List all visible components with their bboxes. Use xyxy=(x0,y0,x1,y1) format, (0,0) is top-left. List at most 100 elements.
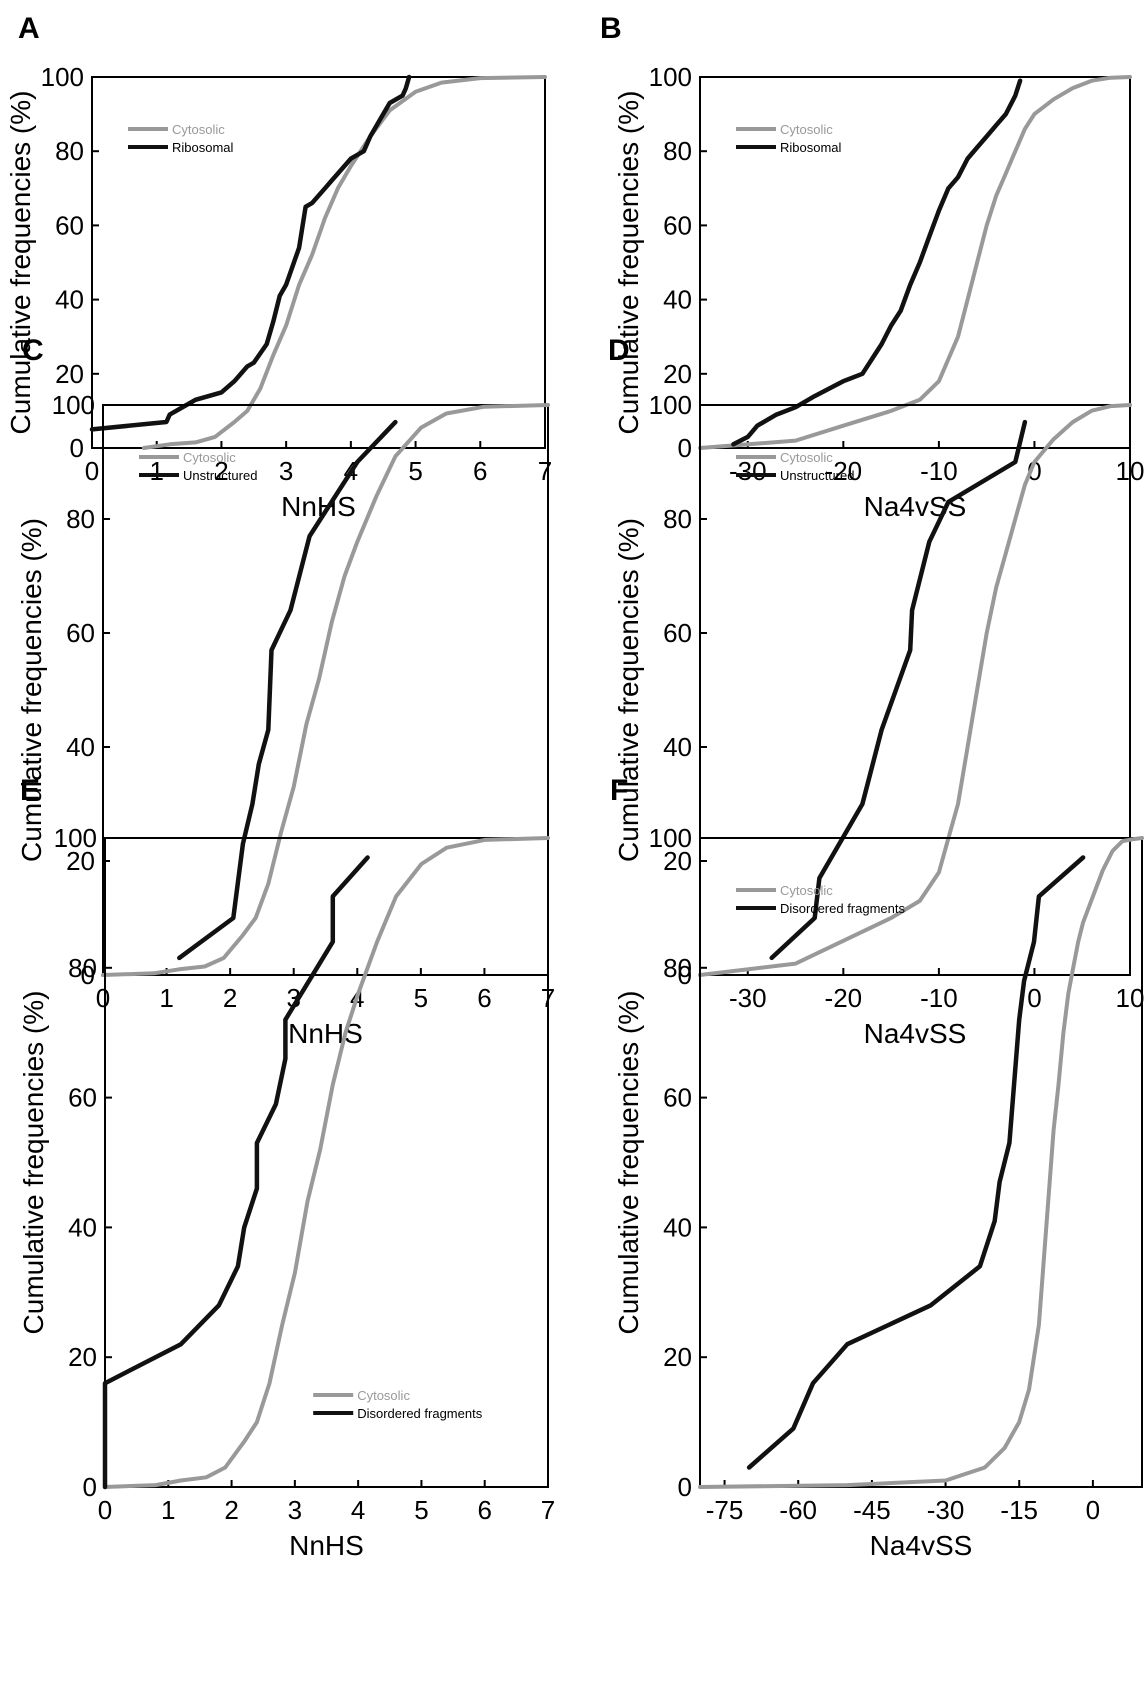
panel-letter: D xyxy=(608,334,630,367)
legend: Cytosolic Unstructured xyxy=(736,450,854,483)
plot-frame xyxy=(91,76,546,449)
y-tick-label: 40 xyxy=(68,1212,97,1242)
y-tick-label: 40 xyxy=(663,732,692,762)
y-tick-label: 0 xyxy=(678,433,692,463)
x-axis-label: Na4vSS xyxy=(864,491,967,522)
legend-label: Cytosolic xyxy=(183,450,236,465)
x-axis-label: NnHS xyxy=(281,491,356,522)
chart-panel-d: D 0 20 40 60 80 100 -30 -20 -10 0 10 Na4vSS Cumulativ… xyxy=(608,334,1144,1049)
y-axis-label: Cumulative frequencies (%) xyxy=(16,518,47,862)
x-tick-label: 5 xyxy=(414,983,428,1013)
y-tick-label: 100 xyxy=(649,823,692,853)
y-tick-label: 20 xyxy=(68,1342,97,1372)
x-tick-label: 0 xyxy=(1086,1495,1100,1525)
x-tick-label: -30 xyxy=(927,1495,965,1525)
series-line-unstructured xyxy=(769,419,1028,961)
panel-letter: F xyxy=(610,774,628,807)
plot-frame xyxy=(104,837,549,1488)
y-tick-label: 80 xyxy=(663,953,692,983)
x-tick-label: 7 xyxy=(538,456,552,486)
x-tick-label: 2 xyxy=(223,983,237,1013)
legend: Cytosolic Ribosomal xyxy=(128,122,234,155)
y-tick-label: 40 xyxy=(55,285,84,315)
y-tick-label: 100 xyxy=(649,390,692,420)
x-tick-label: 1 xyxy=(149,456,163,486)
legend: Cytosolic Ribosomal xyxy=(736,122,842,155)
x-tick-label: -20 xyxy=(825,983,863,1013)
y-tick-label: 100 xyxy=(41,62,84,92)
legend-label: Cytosolic xyxy=(780,883,833,898)
y-axis-label: Cumulative frequencies (%) xyxy=(18,991,49,1335)
x-axis-label: Na4vSS xyxy=(870,1530,973,1561)
plot-frame xyxy=(699,837,1143,1488)
x-axis-label: Na4vSS xyxy=(864,1018,967,1049)
series-line-unstructured xyxy=(177,419,398,961)
panel-letter: A xyxy=(18,12,40,45)
x-axis-label: NnHS xyxy=(288,1018,363,1049)
legend-label: Disordered fragments xyxy=(780,901,905,916)
legend: Cytosolic Disordered fragments xyxy=(313,1388,483,1421)
y-tick-label: 80 xyxy=(55,136,84,166)
y-tick-label: 20 xyxy=(66,846,95,876)
y-tick-label: 0 xyxy=(81,960,95,990)
y-tick-label: 0 xyxy=(83,1472,97,1502)
x-tick-label: 10 xyxy=(1116,983,1145,1013)
plot-frame xyxy=(699,404,1131,976)
series-line-cytosolic xyxy=(698,403,1132,977)
x-tick-label: 0 xyxy=(98,1495,112,1525)
legend-label: Ribosomal xyxy=(172,140,234,155)
series-line-ribosomal xyxy=(731,78,1023,447)
x-axis-label: NnHS xyxy=(289,1530,364,1561)
panel-letter: B xyxy=(600,12,622,45)
x-tick-label: 6 xyxy=(477,983,491,1013)
x-tick-label: 4 xyxy=(351,1495,365,1525)
legend-label: Cytosolic xyxy=(357,1388,410,1403)
series-line-disordered-fragments xyxy=(746,855,1086,1470)
y-tick-label: 0 xyxy=(678,960,692,990)
series-line-cytosolic xyxy=(698,75,1132,450)
y-tick-label: 0 xyxy=(678,1472,692,1502)
legend: Cytosolic Unstructured xyxy=(139,450,257,483)
x-tick-label: 2 xyxy=(224,1495,238,1525)
y-axis-label: Cumulative frequencies (%) xyxy=(613,991,644,1335)
legend-label: Unstructured xyxy=(183,468,257,483)
x-tick-label: -10 xyxy=(920,456,958,486)
legend-label: Cytosolic xyxy=(780,450,833,465)
panel-letter: C xyxy=(22,334,44,367)
x-tick-label: 5 xyxy=(408,456,422,486)
y-axis-label: Cumulative frequencies (%) xyxy=(613,91,644,435)
series-line-ribosomal xyxy=(89,74,412,432)
y-tick-label: 100 xyxy=(52,390,95,420)
x-tick-label: -15 xyxy=(1000,1495,1038,1525)
x-tick-label: 0 xyxy=(96,983,110,1013)
x-tick-label: -30 xyxy=(729,983,767,1013)
y-tick-label: 40 xyxy=(663,1212,692,1242)
y-tick-label: 0 xyxy=(70,433,84,463)
x-tick-label: 1 xyxy=(159,983,173,1013)
series-line-cytosolic xyxy=(698,836,1144,1489)
series-line-cytosolic xyxy=(101,403,550,977)
series-line-disordered-fragments xyxy=(102,855,370,1490)
x-tick-label: 0 xyxy=(85,456,99,486)
y-tick-label: 60 xyxy=(663,1083,692,1113)
x-tick-label: 3 xyxy=(286,983,300,1013)
plot-frame xyxy=(699,76,1131,449)
y-tick-label: 20 xyxy=(663,1342,692,1372)
legend-label: Disordered fragments xyxy=(357,1406,482,1421)
x-tick-label: -45 xyxy=(853,1495,891,1525)
y-tick-label: 60 xyxy=(66,618,95,648)
series-line-cytosolic xyxy=(103,836,550,1489)
x-tick-label: 3 xyxy=(279,456,293,486)
x-tick-label: 0 xyxy=(1027,456,1041,486)
x-tick-label: -75 xyxy=(706,1495,744,1525)
legend-label: Unstructured xyxy=(780,468,854,483)
y-tick-label: 100 xyxy=(54,823,97,853)
y-tick-label: 20 xyxy=(663,359,692,389)
legend-label: Ribosomal xyxy=(780,140,842,155)
x-tick-label: -20 xyxy=(825,456,863,486)
